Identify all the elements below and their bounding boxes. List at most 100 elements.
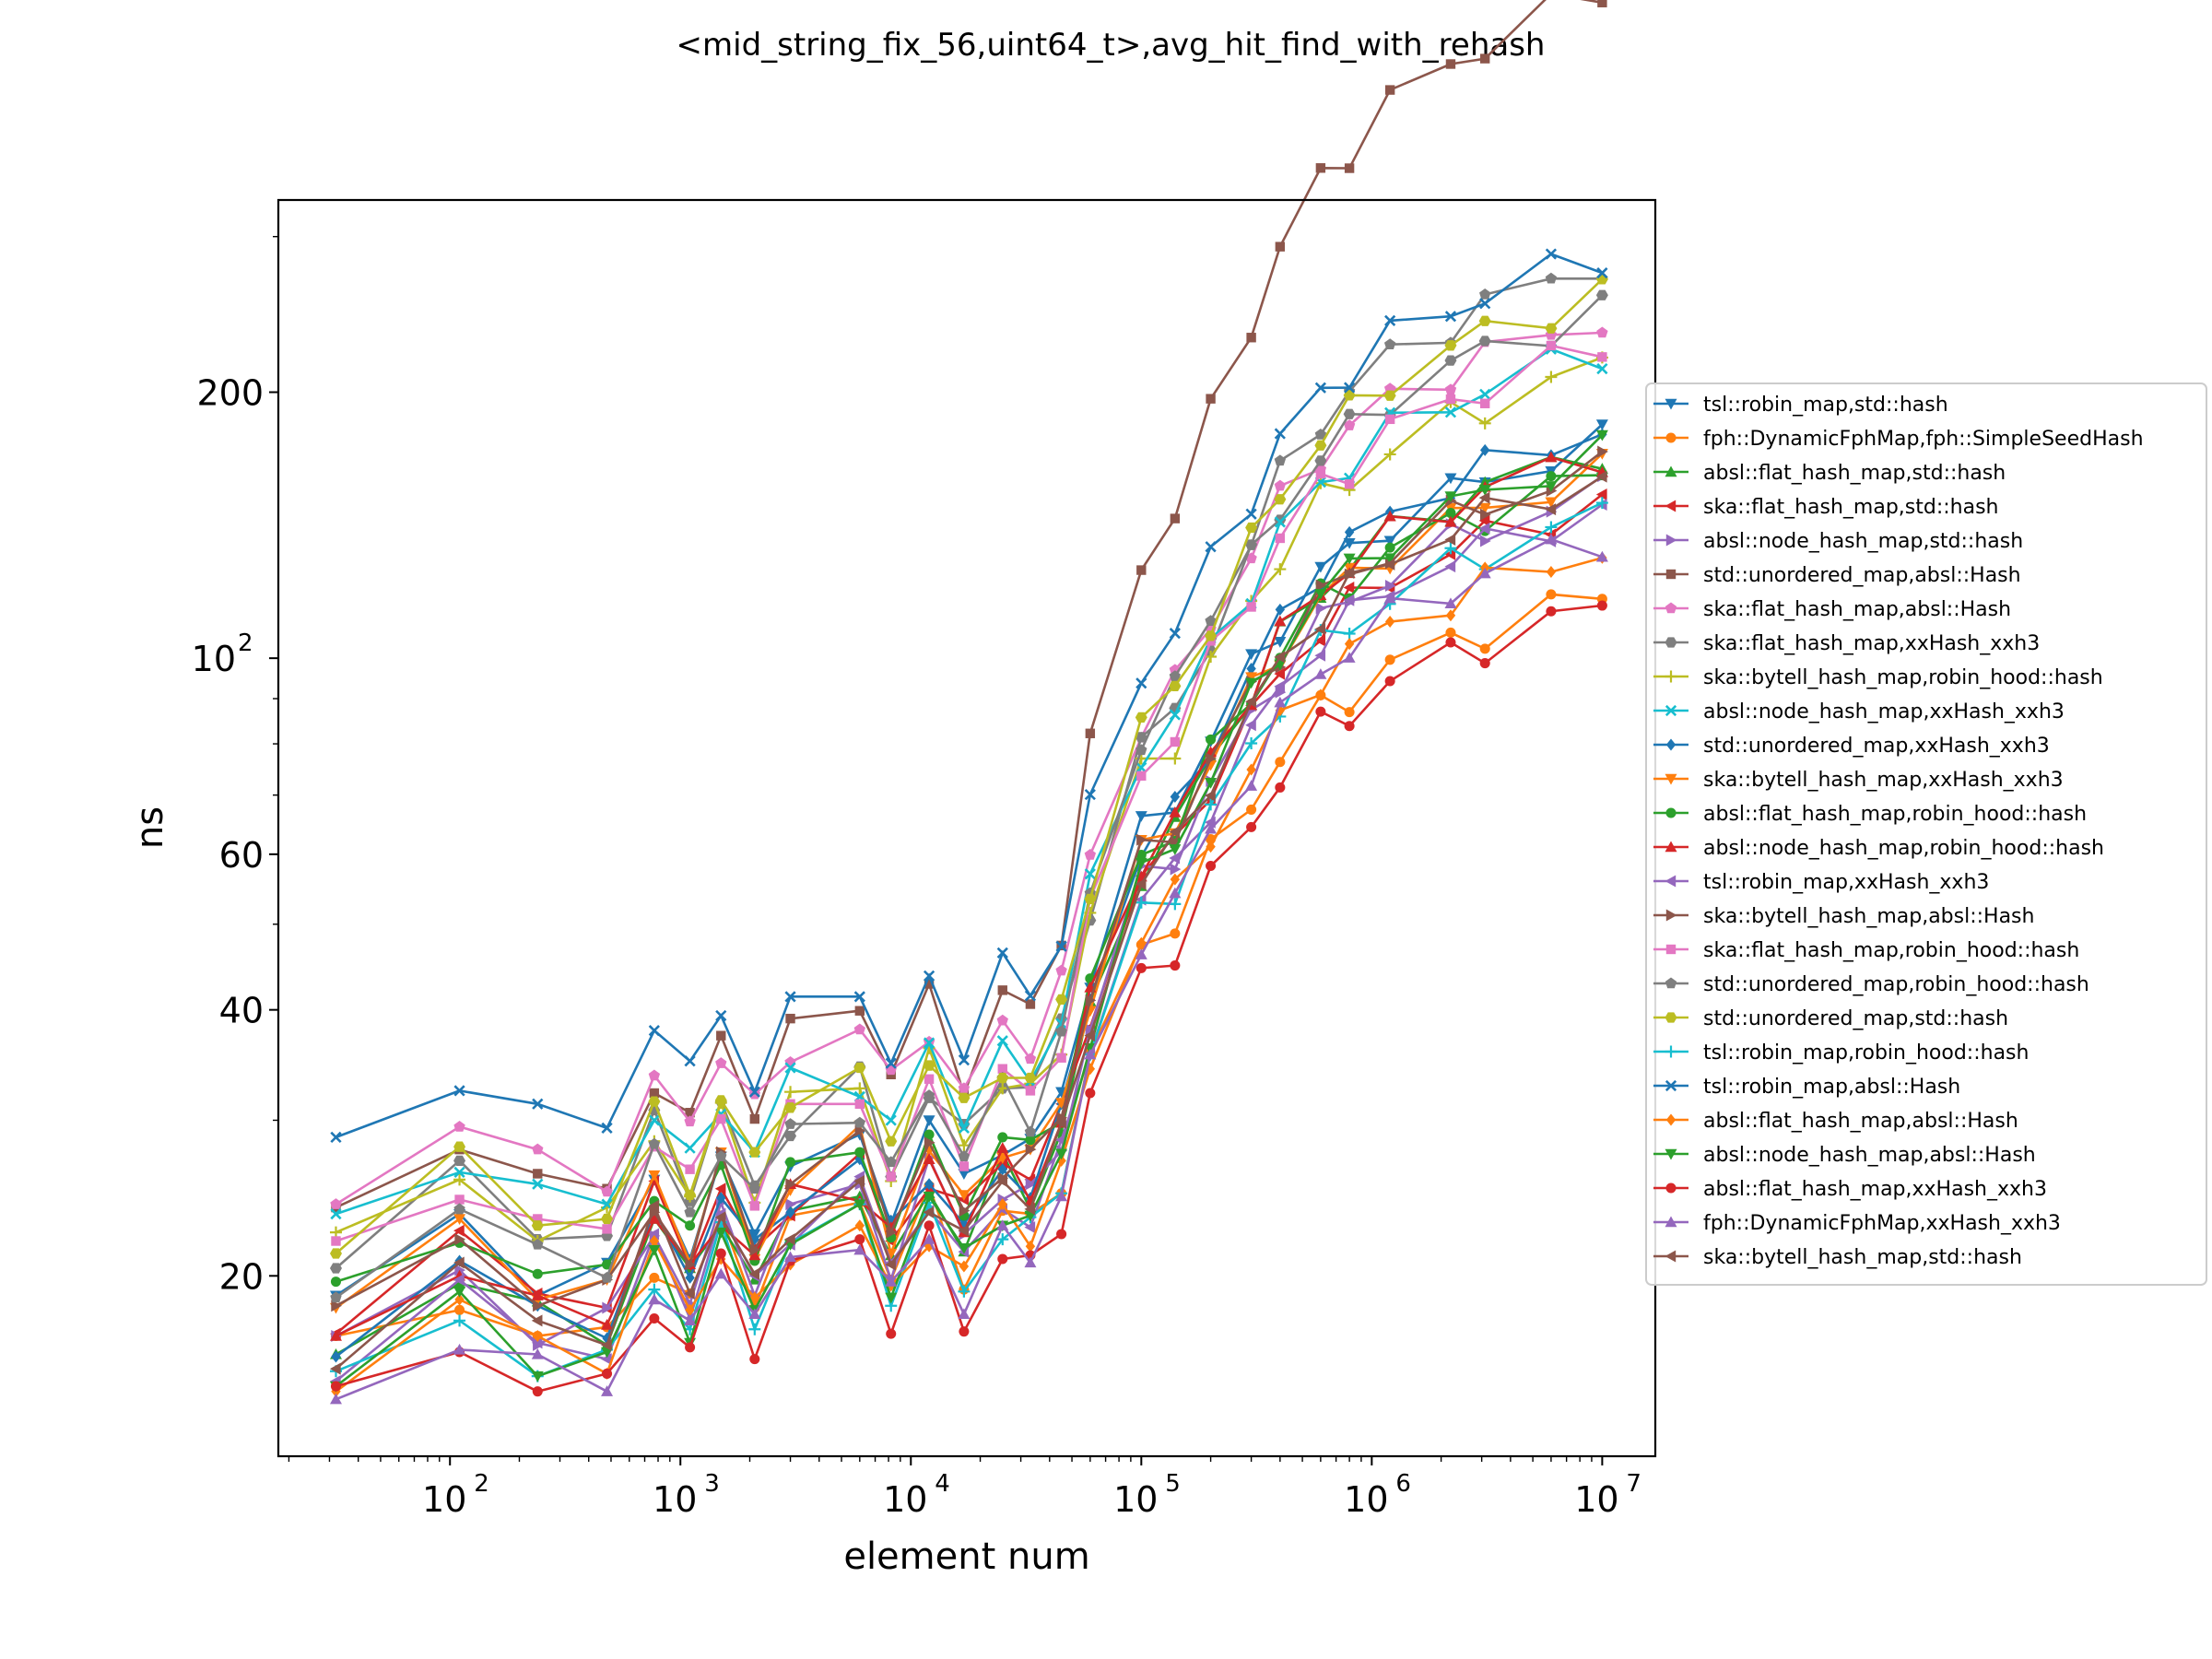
data-point	[648, 1283, 661, 1296]
data-point	[748, 1308, 761, 1320]
data-point	[1343, 382, 1356, 394]
data-point	[1546, 340, 1557, 351]
data-point	[1206, 394, 1216, 404]
data-point	[1274, 479, 1287, 491]
data-point	[453, 1155, 466, 1166]
data-point	[958, 1169, 971, 1180]
legend-entry: std::unordered_map,std::hash	[1653, 1007, 2008, 1030]
data-point	[924, 1178, 935, 1191]
series-line	[335, 356, 1603, 1243]
data-point	[1478, 417, 1491, 429]
data-point	[1479, 288, 1491, 300]
x-tick-exponent: 3	[704, 1470, 720, 1498]
data-point	[924, 979, 935, 989]
chart-title: <mid_string_fix_56,uint64_t>,avg_hit_fin…	[677, 27, 1546, 64]
series-line	[335, 253, 1603, 1139]
data-point	[784, 1102, 797, 1113]
legend-label: absl::node_hash_map,xxHash_xxh3	[1703, 700, 2065, 724]
data-point	[1025, 1086, 1036, 1096]
data-point	[1445, 59, 1456, 69]
data-point	[996, 947, 1008, 959]
legend-label: ska::bytell_hash_map,robin_hood::hash	[1703, 666, 2103, 689]
data-point	[853, 1062, 866, 1074]
legend-label: absl::node_hash_map,robin_hood::hash	[1703, 837, 2104, 860]
data-point	[453, 1085, 465, 1097]
data-point	[1597, 445, 1608, 458]
data-point	[648, 1228, 660, 1241]
data-point	[784, 1130, 797, 1142]
data-point	[716, 1030, 726, 1041]
legend-label: fph::DynamicFphMap,fph::SimpleSeedHash	[1703, 428, 2144, 451]
legend-entry: ska::bytell_hash_map,xxHash_xxh3	[1653, 769, 2064, 792]
data-point	[885, 1135, 898, 1147]
y-tick-label: 10	[192, 639, 236, 679]
data-point	[785, 1013, 795, 1024]
data-point	[1315, 602, 1327, 615]
data-point	[1275, 757, 1286, 768]
data-point	[648, 1199, 660, 1212]
data-point	[1170, 513, 1181, 524]
data-point	[923, 1115, 935, 1126]
data-point	[531, 1220, 544, 1231]
data-point	[329, 1362, 341, 1375]
data-point	[1545, 451, 1558, 463]
legend-entry: ska::flat_hash_map,std::hash	[1653, 496, 1999, 519]
data-point	[648, 1114, 660, 1126]
data-point	[649, 1272, 660, 1283]
data-point	[923, 970, 935, 982]
data-point	[1444, 383, 1457, 395]
data-point	[1245, 649, 1258, 661]
data-point	[1595, 289, 1608, 300]
data-point	[997, 1163, 1007, 1176]
data-point	[997, 1253, 1008, 1265]
data-point	[648, 1069, 661, 1081]
data-point	[1545, 497, 1558, 509]
data-point	[1445, 394, 1456, 405]
legend-frame	[1645, 382, 2207, 1286]
data-point	[1085, 1088, 1096, 1099]
series-layer	[329, 0, 1608, 1405]
data-point	[1343, 628, 1356, 641]
data-point	[684, 1055, 696, 1067]
data-point	[853, 1243, 866, 1255]
data-point	[1055, 994, 1068, 1006]
data-point	[959, 1205, 971, 1218]
data-point	[1384, 676, 1395, 687]
series-24	[329, 533, 1608, 1405]
data-point	[959, 1161, 970, 1171]
data-point	[1084, 868, 1096, 880]
data-point	[785, 1157, 796, 1168]
data-point	[684, 1314, 697, 1326]
data-point	[1170, 736, 1181, 747]
data-point	[1315, 163, 1326, 173]
data-point	[715, 1009, 727, 1022]
legend-label: std::unordered_map,robin_hood::hash	[1703, 973, 2089, 996]
data-point	[1205, 789, 1216, 802]
data-point	[1315, 688, 1326, 701]
data-point	[854, 1099, 865, 1109]
data-point	[1135, 948, 1147, 959]
series-25	[329, 470, 1607, 1375]
data-point	[329, 1248, 342, 1259]
data-point	[1444, 597, 1457, 609]
legend-label: ska::flat_hash_map,std::hash	[1703, 496, 1999, 519]
series-7	[329, 289, 1608, 1274]
data-point	[684, 1142, 696, 1154]
data-point	[1384, 314, 1396, 326]
series-line	[335, 503, 1604, 1382]
data-point	[885, 1292, 898, 1304]
data-point	[1169, 628, 1181, 640]
data-point	[749, 1201, 760, 1211]
data-point	[924, 1136, 935, 1149]
data-point	[784, 1251, 797, 1263]
series-21	[331, 551, 1607, 1398]
data-point	[1383, 592, 1396, 604]
data-point	[748, 1086, 760, 1098]
x-tick-label: 10	[653, 1479, 697, 1520]
data-point	[1343, 567, 1355, 580]
data-point	[602, 1301, 614, 1314]
data-point	[1274, 516, 1286, 528]
data-point	[1245, 508, 1257, 520]
data-point	[1245, 780, 1258, 791]
data-point	[1206, 734, 1217, 745]
